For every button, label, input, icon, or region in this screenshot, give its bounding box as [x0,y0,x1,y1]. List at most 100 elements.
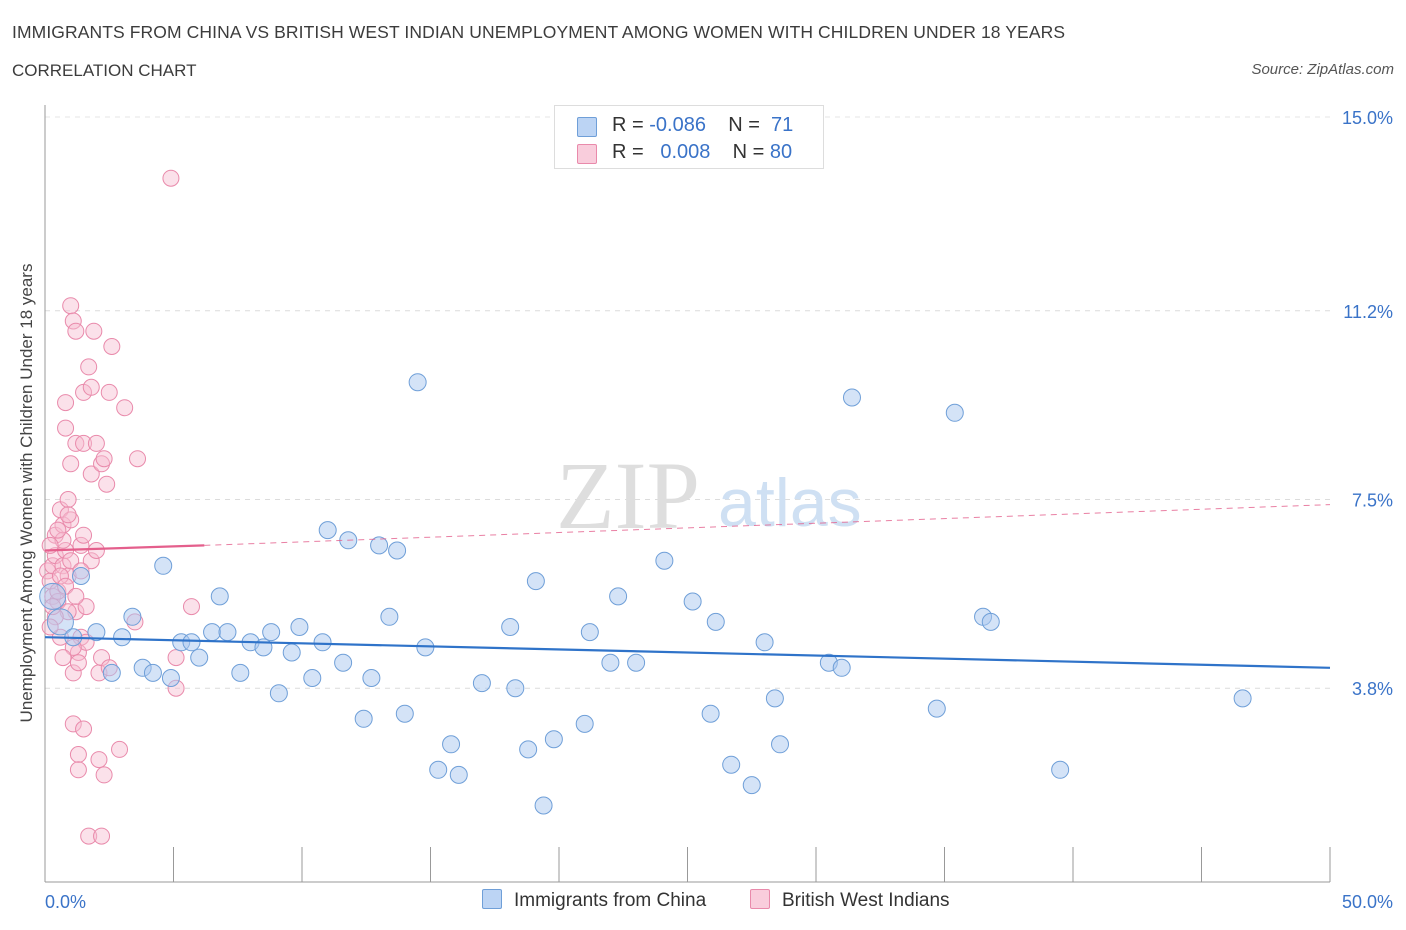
point-china-42 [501,618,520,636]
point-bwi-22 [67,322,85,340]
point-bwi-47 [93,827,111,845]
point-china-50 [601,653,620,672]
point-bwi-48 [95,450,113,468]
point-china-61 [771,735,790,754]
point-bwi-44 [90,751,108,769]
point-china-65 [927,699,946,718]
point-bwi-33 [75,434,93,452]
point-china-68 [981,612,1000,631]
point-china-54 [683,592,702,611]
y-tick-label-0: 3.8% [1352,679,1393,699]
point-china-38 [429,760,448,779]
point-china-23 [282,643,301,662]
y-tick-label-3: 15.0% [1342,108,1393,128]
point-bwi-42 [87,542,105,559]
point-china-17 [218,623,237,642]
point-china-36 [408,373,427,392]
point-china-49 [580,623,599,642]
legend-n-label: N = [728,114,766,136]
x-tick-label-max: 50.0% [1342,892,1393,912]
point-bwi-28 [69,761,87,779]
point-bwi-13 [57,394,75,412]
point-china-22 [269,684,288,703]
legend-r-label: R = [612,114,650,136]
bottom-legend-swatch-china [482,889,502,909]
point-bwi-60 [182,598,200,616]
chart-title: IMMIGRANTS FROM CHINA VS BRITISH WEST IN… [12,22,1066,42]
point-bwi-34 [77,598,95,616]
point-china-30 [354,709,373,728]
point-bwi-37 [82,378,100,396]
point-bwi-14 [59,491,77,508]
point-china-52 [627,653,646,672]
bottom-legend-bwi: British West Indians [750,889,950,912]
point-bwi-35 [80,358,98,376]
point-china-41 [472,674,491,693]
point-china-25 [303,669,322,687]
point-china-44 [519,740,538,759]
y-axis-label: Unemployment Among Women with Children U… [17,263,36,723]
point-bwi-25 [69,746,87,763]
point-bwi-70 [62,552,80,570]
legend-r-label: R = [612,141,650,163]
point-china-24 [290,618,309,636]
point-china-34 [388,541,407,560]
correlation-legend: R = -0.086 N = 71 R = 0.008 N = 80 [554,105,824,169]
axes [44,105,1331,883]
watermark: ZIP atlas [556,442,862,549]
point-china-66 [945,403,964,422]
point-china-26 [313,633,332,652]
point-china-64 [842,388,861,407]
legend-r-value-china: -0.086 [649,114,706,136]
point-china-21 [262,623,281,642]
point-bwi-74 [49,521,67,539]
point-bwi-0 [39,562,57,580]
legend-n-label: N = [732,141,770,163]
point-china-14 [190,648,209,667]
point-china-5 [102,663,121,682]
bottom-legend-swatch-bwi [750,889,770,909]
point-bwi-58 [167,649,185,667]
point-china-15 [203,623,222,642]
point-china-35 [395,704,414,723]
point-china-1 [46,608,74,636]
point-china-55 [701,704,720,723]
trend-line-bwi-solid [44,544,205,552]
point-bwi-38 [82,465,100,483]
x-tick-label-min: 0.0% [45,892,86,912]
point-bwi-77 [75,526,93,544]
point-bwi-40 [85,322,103,340]
point-china-4 [87,623,106,642]
y-tick-label-2: 11.2% [1343,302,1393,322]
point-china-57 [722,755,741,774]
point-china-53 [655,551,674,570]
point-china-60 [765,689,784,708]
point-bwi-17 [62,455,80,473]
point-china-45 [526,572,545,591]
point-bwi-62 [54,531,72,549]
point-china-0 [39,582,67,610]
point-china-6 [113,628,132,647]
point-china-32 [370,536,389,555]
point-china-28 [334,653,353,672]
point-china-7 [123,607,142,626]
point-china-16 [210,587,229,606]
point-china-13 [182,633,201,652]
point-bwi-75 [59,506,77,524]
point-bwi-16 [62,511,80,529]
point-china-48 [575,714,594,733]
point-china-69 [1051,760,1070,779]
point-china-18 [231,663,250,682]
point-bwi-18 [62,297,80,315]
point-bwi-39 [82,552,100,570]
point-bwi-45 [93,455,111,473]
point-bwi-21 [64,312,82,330]
point-china-56 [706,612,725,631]
trend-line-china [44,636,1331,669]
watermark-atlas: atlas [718,465,862,541]
series-bwi-points [39,169,200,845]
point-china-59 [755,633,774,652]
point-bwi-12 [57,419,75,437]
point-bwi-41 [87,434,105,452]
